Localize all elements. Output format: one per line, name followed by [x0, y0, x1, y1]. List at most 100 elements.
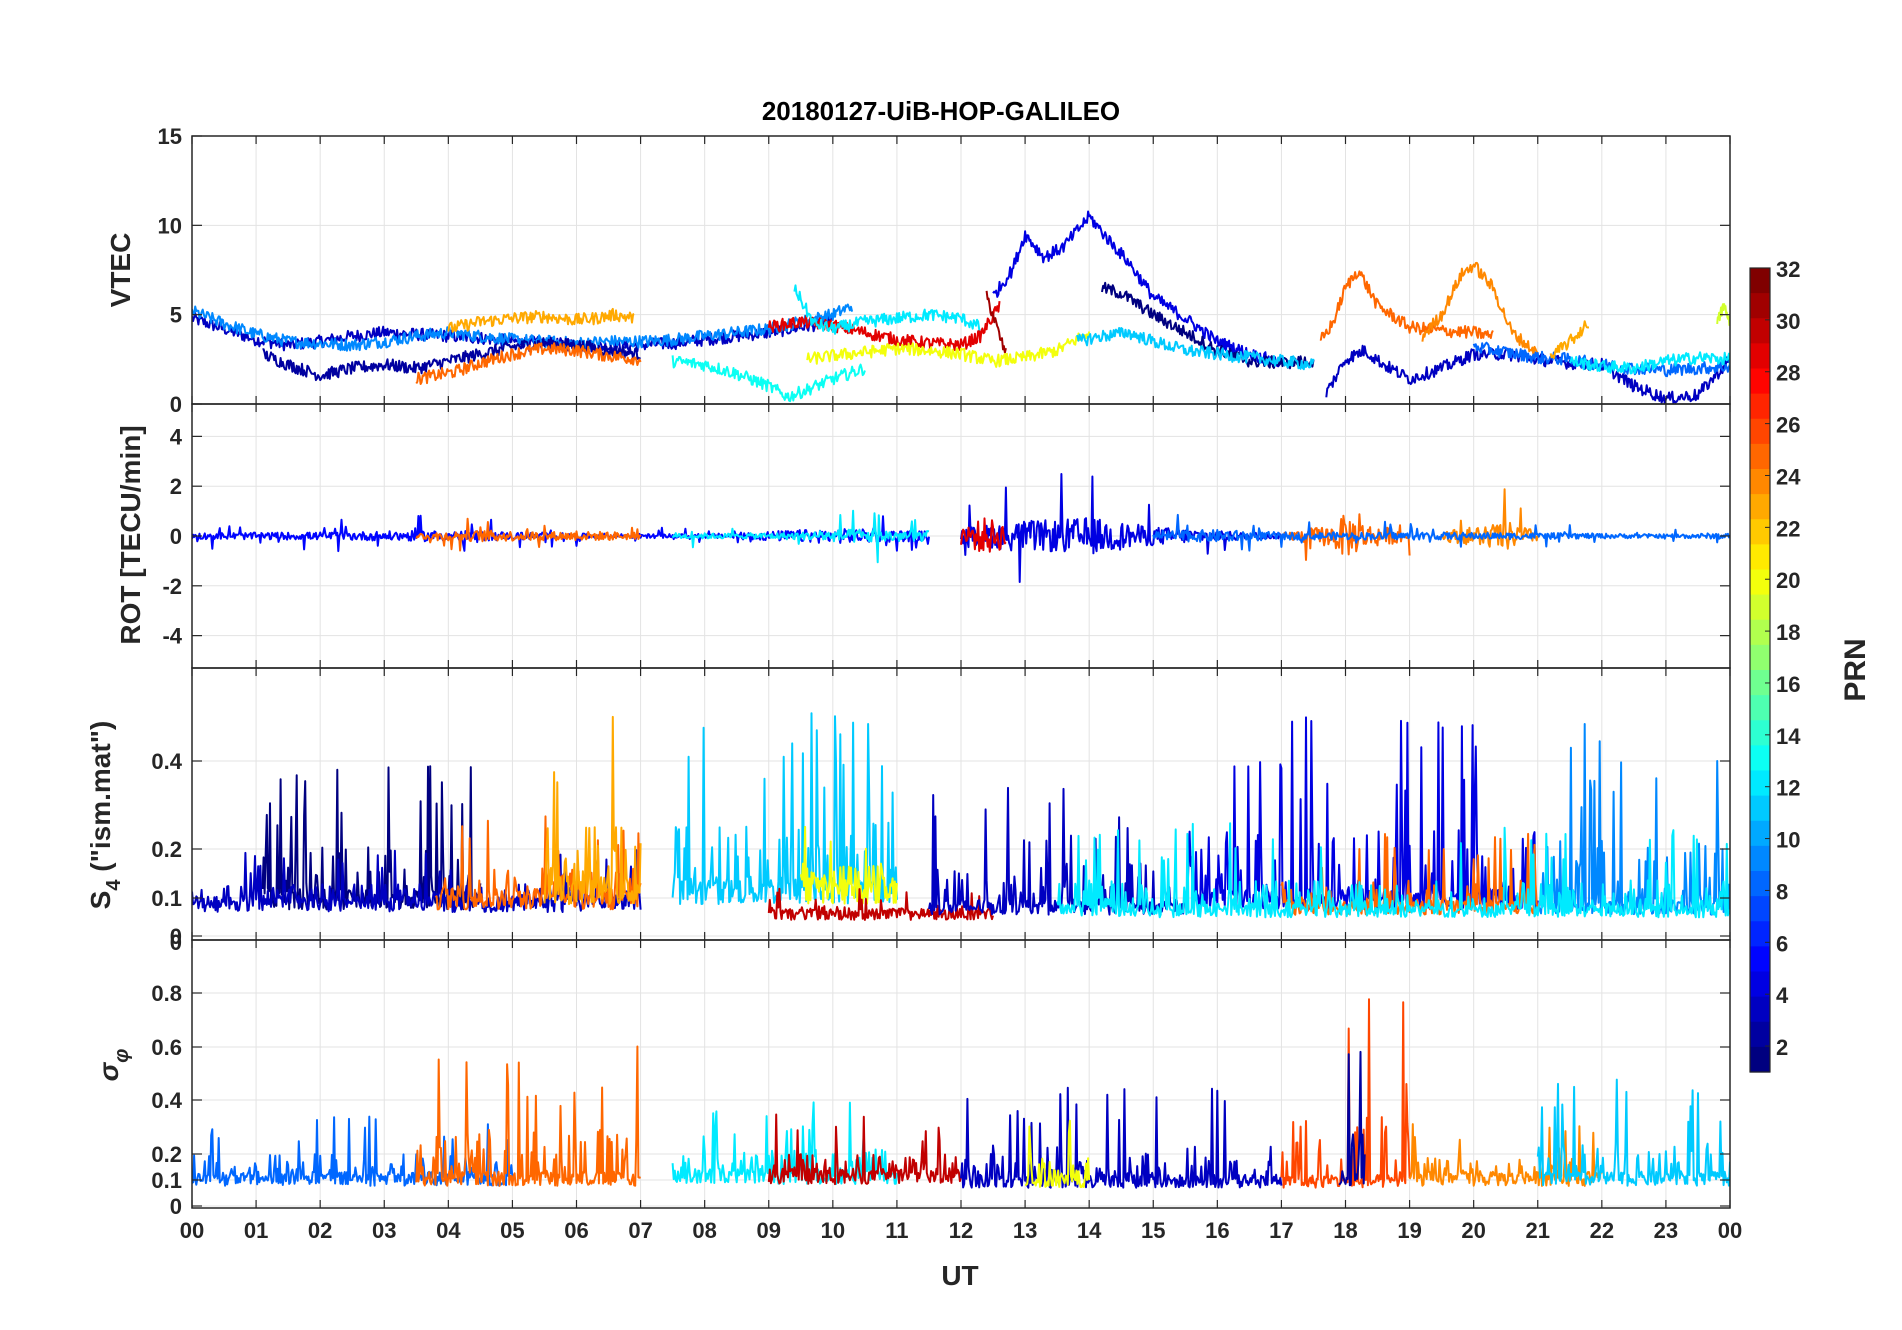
s4-ytick-label: 0.4 — [151, 749, 182, 774]
colorbar-segment — [1750, 845, 1770, 872]
colorbar-segment — [1750, 1046, 1770, 1073]
x-tick-label: 00 — [1718, 1218, 1742, 1243]
sigma_phi-series-prn-24 — [1408, 1123, 1603, 1187]
colorbar-tick-label: 8 — [1776, 879, 1788, 904]
x-tick-label: 21 — [1526, 1218, 1550, 1243]
colorbar-segment — [1750, 770, 1770, 797]
colorbar-segment — [1750, 1021, 1770, 1048]
s4-ylabel-main: S — [85, 891, 116, 910]
colorbar-segment — [1750, 318, 1770, 344]
colorbar-tick-label: 30 — [1776, 309, 1800, 334]
x-tick-label: 04 — [436, 1218, 461, 1243]
s4-series-prn-20 — [799, 825, 898, 905]
x-tick-label: 22 — [1590, 1218, 1614, 1243]
colorbar-segment — [1750, 971, 1770, 998]
vtec-ytick-label: 0 — [170, 392, 182, 417]
x-tick-label: 10 — [821, 1218, 845, 1243]
sigma_phi-series-prn-25 — [415, 1045, 642, 1187]
vtec-series-prn-24 — [1421, 261, 1538, 357]
vtec-series-prn-12 — [793, 284, 981, 335]
colorbar-segment — [1750, 469, 1770, 495]
s4-ylabel: S4 ("ism.mat") — [85, 721, 125, 910]
vtec-series-prn-23 — [1549, 320, 1590, 359]
x-tick-label: 17 — [1269, 1218, 1293, 1243]
colorbar-segment — [1750, 393, 1770, 420]
rot-ytick-label: 4 — [170, 424, 183, 449]
x-tick-label: 13 — [1013, 1218, 1037, 1243]
colorbar-segment — [1750, 544, 1770, 571]
colorbar-tick-label: 6 — [1776, 931, 1788, 956]
x-tick-label: 14 — [1077, 1218, 1102, 1243]
x-tick-label: 03 — [372, 1218, 396, 1243]
colorbar-segment — [1750, 820, 1770, 847]
vtec-series-group — [192, 210, 1730, 404]
colorbar-segment — [1750, 619, 1770, 646]
rot-ytick-label: -4 — [162, 624, 182, 649]
sigma_phi-ytick-label: 0.6 — [151, 1035, 182, 1060]
sigma_phi-ytick-label: 0.8 — [151, 981, 182, 1006]
x-tick-label: 19 — [1397, 1218, 1421, 1243]
x-axis-label: UT — [941, 1260, 978, 1291]
vtec-series-prn-11 — [1076, 327, 1315, 371]
vtec-series-prn-13 — [671, 355, 866, 403]
colorbar-tick-label: 26 — [1776, 413, 1800, 438]
s4-series-prn-12 — [1056, 822, 1730, 919]
colorbar-segment — [1750, 293, 1770, 319]
colorbar-segment — [1750, 519, 1770, 545]
colorbar-tick-label: 10 — [1776, 828, 1800, 853]
colorbar-segment — [1750, 996, 1770, 1023]
s4-ylabel-sub: 4 — [103, 879, 125, 891]
colorbar-tick-label: 14 — [1776, 724, 1801, 749]
vtec-panel: VTEC 0 5 10 15 — [105, 124, 1731, 417]
rot-series-prn-29 — [960, 517, 1007, 553]
colorbar-frame — [1749, 267, 1771, 1073]
sigma_phi-ytick-label: 0 — [170, 1194, 182, 1219]
x-tick-label: 11 — [885, 1218, 908, 1243]
s4-ylabel-rest: ("ism.mat") — [85, 721, 116, 880]
colorbar-tick-label: 4 — [1776, 983, 1789, 1008]
rot-ytick-label: 0 — [170, 524, 182, 549]
x-tick-label: 08 — [692, 1218, 716, 1243]
x-tick-label: 00 — [180, 1218, 204, 1243]
sigma-phi-ylabel-main: σ — [93, 1061, 124, 1081]
vtec-series-prn-8 — [1472, 341, 1730, 378]
x-tick-label: 18 — [1333, 1218, 1357, 1243]
s4-series-prn-25 — [434, 815, 642, 911]
sigma_phi-series-group — [192, 998, 1730, 1189]
vtec-series-prn-29 — [767, 300, 1001, 352]
s4-ytick-label: 0 — [170, 924, 182, 949]
sigma-phi-ylabel: σφ — [93, 1049, 133, 1082]
sigma_phi-series-prn-11 — [1536, 1078, 1730, 1187]
colorbar-tick-label: 18 — [1776, 620, 1800, 645]
rot-series-group — [192, 473, 1730, 583]
x-tick-label: 20 — [1461, 1218, 1485, 1243]
x-axis: UT 00 01 02 03 04 05 06 07 08 09 10 11 12 13 14 15 16 17 1… — [180, 1218, 1742, 1291]
colorbar-segment — [1750, 871, 1770, 897]
sigma-phi-panel: σφ 00.10.2 0.4 0.6 0.8 — [93, 939, 1731, 1219]
sigma_phi-series-prn-2 — [1338, 1050, 1366, 1187]
vtec-ylabel: VTEC — [105, 233, 136, 308]
x-tick-label: 05 — [500, 1218, 524, 1243]
vtec-series-prn-4 — [992, 210, 1283, 368]
x-tick-label: 16 — [1205, 1218, 1229, 1243]
colorbar-segment — [1750, 896, 1770, 922]
sigma_phi-series-prn-20 — [1025, 1119, 1091, 1189]
rot-ytick-label: -2 — [162, 574, 182, 599]
colorbar-segment — [1750, 795, 1770, 822]
colorbar-segment — [1750, 343, 1770, 370]
colorbar-segment — [1750, 745, 1770, 772]
colorbar-tick-label: 16 — [1776, 672, 1800, 697]
chart-title: 20180127-UiB-HOP-GALILEO — [762, 96, 1120, 126]
colorbar-segment — [1750, 494, 1770, 520]
x-tick-label: 15 — [1141, 1218, 1165, 1243]
colorbar-segment — [1750, 594, 1770, 621]
x-tick-label: 01 — [244, 1218, 268, 1243]
s4-series-group — [192, 712, 1730, 921]
rot-series-prn-8 — [1152, 513, 1730, 552]
vtec-series-prn-12 — [1568, 351, 1730, 375]
s4-ytick-label: 0.2 — [151, 837, 182, 862]
colorbar-segment — [1750, 443, 1770, 470]
colorbar-tick-label: 32 — [1776, 257, 1800, 282]
vtec-series-prn-9 — [192, 303, 854, 352]
